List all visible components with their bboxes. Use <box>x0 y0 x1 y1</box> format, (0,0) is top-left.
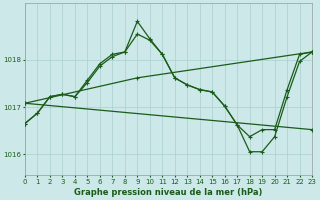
X-axis label: Graphe pression niveau de la mer (hPa): Graphe pression niveau de la mer (hPa) <box>74 188 263 197</box>
